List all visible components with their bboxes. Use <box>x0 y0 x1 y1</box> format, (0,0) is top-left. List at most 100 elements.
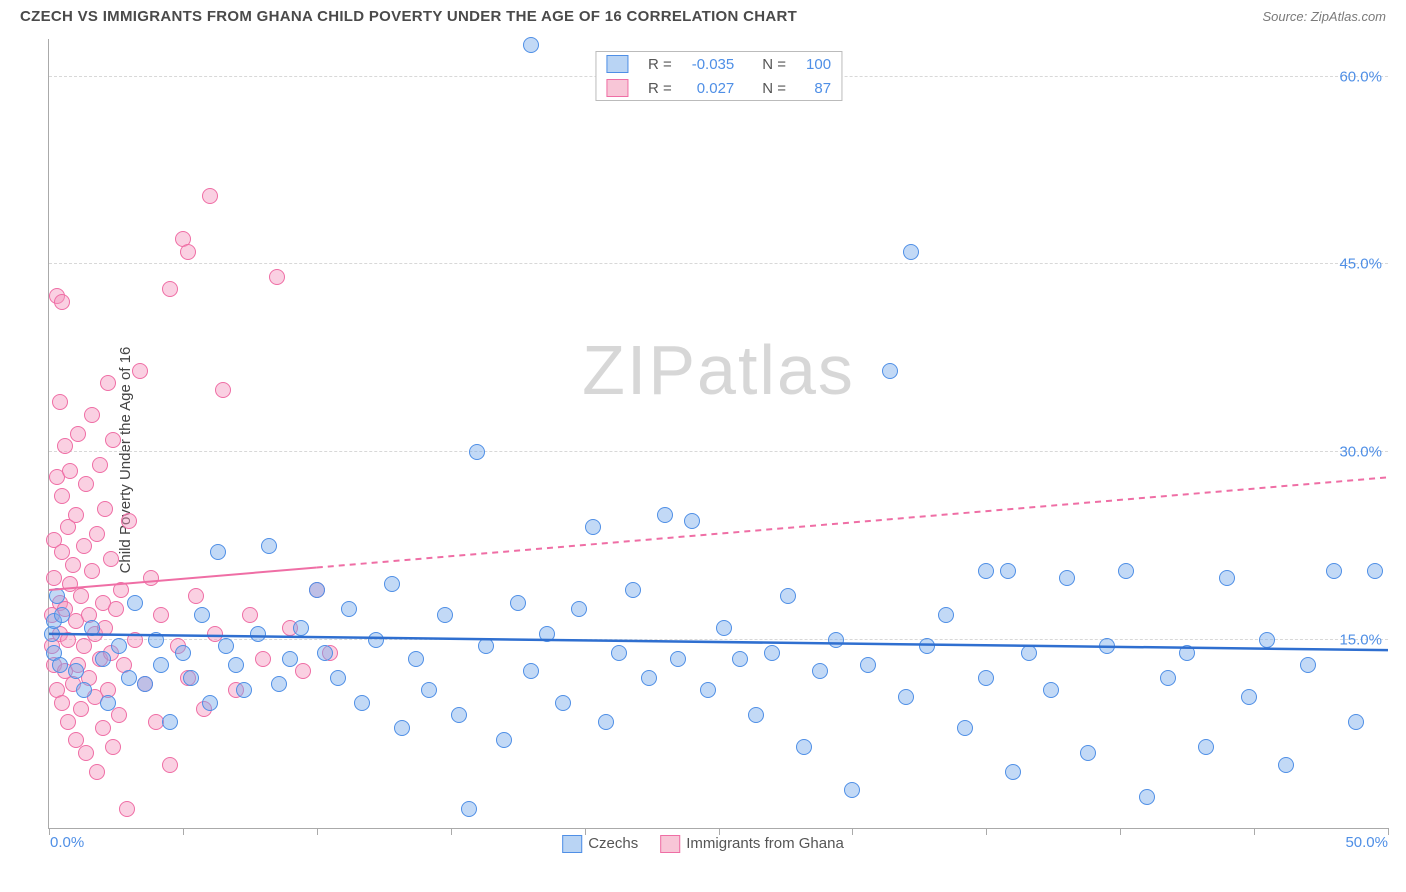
scatter-point <box>903 244 919 260</box>
scatter-point <box>70 426 86 442</box>
scatter-point <box>132 363 148 379</box>
watermark: ZIPatlas <box>582 330 855 410</box>
scatter-point <box>54 294 70 310</box>
scatter-point <box>127 632 143 648</box>
scatter-point <box>978 670 994 686</box>
scatter-point <box>510 595 526 611</box>
scatter-point <box>844 782 860 798</box>
x-axis-max-label: 50.0% <box>1345 834 1388 851</box>
stats-row: R =-0.035N =100 <box>596 52 841 76</box>
scatter-point <box>1326 563 1342 579</box>
scatter-point <box>764 645 780 661</box>
legend-label: Czechs <box>588 835 638 852</box>
scatter-point <box>598 714 614 730</box>
scatter-point <box>100 695 116 711</box>
scatter-point <box>175 645 191 661</box>
scatter-point <box>469 444 485 460</box>
scatter-point <box>780 588 796 604</box>
scatter-point <box>57 438 73 454</box>
scatter-point <box>121 670 137 686</box>
x-axis-min-label: 0.0% <box>50 834 84 851</box>
scatter-point <box>255 651 271 667</box>
scatter-point <box>317 645 333 661</box>
scatter-point <box>73 701 89 717</box>
legend-swatch <box>606 55 628 73</box>
n-label: N = <box>744 76 796 100</box>
scatter-point <box>143 570 159 586</box>
scatter-point <box>100 375 116 391</box>
x-tick <box>451 828 452 835</box>
x-tick <box>1254 828 1255 835</box>
scatter-point <box>92 457 108 473</box>
scatter-point <box>137 676 153 692</box>
n-label: N = <box>744 52 796 76</box>
scatter-point <box>202 188 218 204</box>
scatter-point <box>95 720 111 736</box>
legend-swatch <box>562 835 582 853</box>
scatter-point <box>978 563 994 579</box>
scatter-point <box>716 620 732 636</box>
scatter-point <box>282 651 298 667</box>
scatter-point <box>684 513 700 529</box>
y-tick-label: 15.0% <box>1339 632 1382 649</box>
scatter-point <box>1005 764 1021 780</box>
scatter-point <box>938 607 954 623</box>
scatter-point <box>119 801 135 817</box>
x-tick <box>183 828 184 835</box>
scatter-point <box>957 720 973 736</box>
legend-swatch <box>606 79 628 97</box>
scatter-point <box>796 739 812 755</box>
scatter-point <box>60 714 76 730</box>
scatter-point <box>295 663 311 679</box>
x-tick <box>1388 828 1389 835</box>
scatter-point <box>1043 682 1059 698</box>
scatter-point <box>89 764 105 780</box>
scatter-point <box>188 588 204 604</box>
scatter-point <box>68 663 84 679</box>
scatter-point <box>194 607 210 623</box>
source-attribution: Source: ZipAtlas.com <box>1262 9 1386 24</box>
scatter-point <box>657 507 673 523</box>
scatter-point <box>1139 789 1155 805</box>
scatter-point <box>585 519 601 535</box>
scatter-point <box>68 507 84 523</box>
scatter-point <box>571 601 587 617</box>
scatter-point <box>1367 563 1383 579</box>
y-tick-label: 60.0% <box>1339 68 1382 85</box>
x-tick <box>852 828 853 835</box>
scatter-point <box>162 757 178 773</box>
scatter-point <box>330 670 346 686</box>
scatter-point <box>368 632 384 648</box>
x-tick <box>986 828 987 835</box>
scatter-point <box>748 707 764 723</box>
legend-swatch <box>660 835 680 853</box>
scatter-point <box>84 563 100 579</box>
scatter-point <box>54 488 70 504</box>
scatter-point <box>148 632 164 648</box>
series-legend: CzechsImmigrants from Ghana <box>562 835 844 853</box>
scatter-point <box>73 588 89 604</box>
scatter-point <box>1241 689 1257 705</box>
scatter-point <box>1118 563 1134 579</box>
plot-area: ZIPatlas R =-0.035N =100R =0.027N =87 15… <box>48 39 1388 829</box>
scatter-point <box>153 657 169 673</box>
scatter-point <box>1021 645 1037 661</box>
scatter-point <box>162 281 178 297</box>
scatter-point <box>76 538 92 554</box>
scatter-point <box>54 607 70 623</box>
scatter-point <box>341 601 357 617</box>
scatter-point <box>732 651 748 667</box>
r-value: 0.027 <box>682 76 745 100</box>
x-tick <box>317 828 318 835</box>
scatter-point <box>1099 638 1115 654</box>
scatter-point <box>1080 745 1096 761</box>
scatter-point <box>1000 563 1016 579</box>
scatter-point <box>1278 757 1294 773</box>
scatter-point <box>113 582 129 598</box>
scatter-point <box>1059 570 1075 586</box>
scatter-point <box>478 638 494 654</box>
scatter-point <box>202 695 218 711</box>
scatter-point <box>309 582 325 598</box>
scatter-point <box>218 638 234 654</box>
scatter-point <box>236 682 252 698</box>
